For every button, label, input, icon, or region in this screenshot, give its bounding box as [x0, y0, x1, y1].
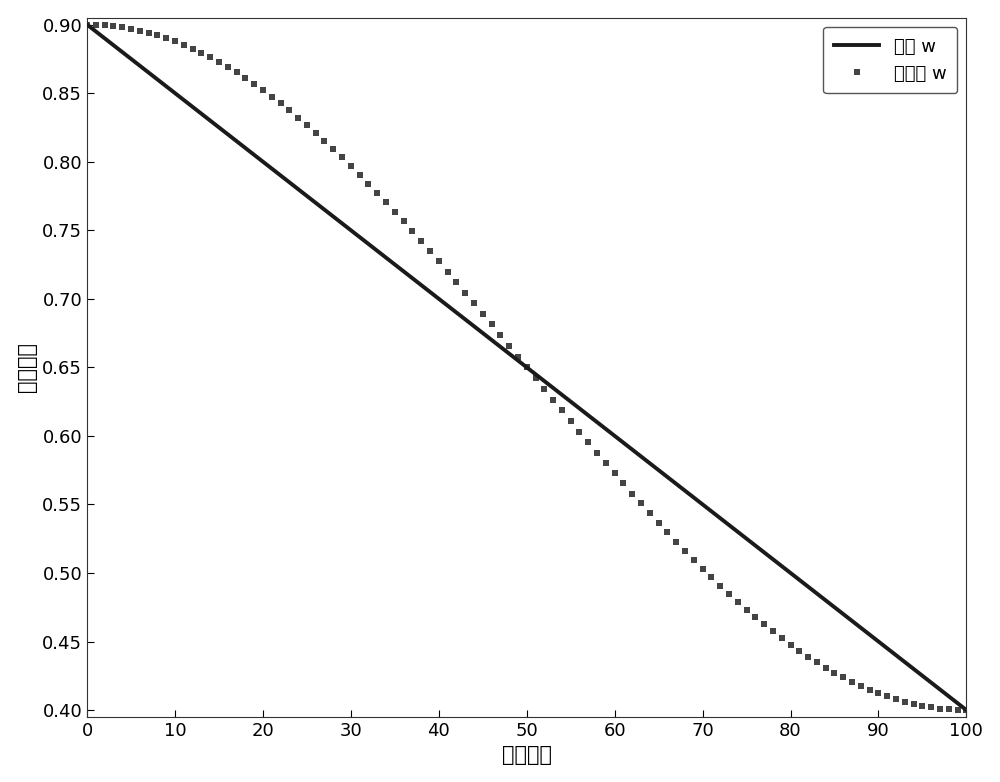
- 线性 w: [741, 534, 753, 543]
- 非线性 w: [81, 20, 93, 29]
- 线性 w: [143, 68, 155, 77]
- 非线性 w: [960, 705, 972, 715]
- 线性 w: [81, 20, 93, 29]
- X-axis label: 迭代次数: 迭代次数: [502, 745, 552, 766]
- Line: 非线性 w: 非线性 w: [84, 22, 969, 712]
- 线性 w: [609, 431, 621, 440]
- 线性 w: [697, 500, 709, 509]
- 非线性 w: [741, 605, 753, 615]
- 线性 w: [960, 705, 972, 715]
- 非线性 w: [486, 320, 498, 329]
- Line: 线性 w: 线性 w: [87, 24, 966, 710]
- 线性 w: [301, 192, 313, 201]
- 线性 w: [486, 335, 498, 345]
- Y-axis label: 慢性权重: 慢性权重: [17, 343, 37, 393]
- 非线性 w: [697, 564, 709, 573]
- 非线性 w: [301, 120, 313, 130]
- Legend: 线性 w, 非线性 w: 线性 w, 非线性 w: [823, 27, 957, 94]
- 非线性 w: [609, 468, 621, 478]
- 非线性 w: [143, 28, 155, 38]
